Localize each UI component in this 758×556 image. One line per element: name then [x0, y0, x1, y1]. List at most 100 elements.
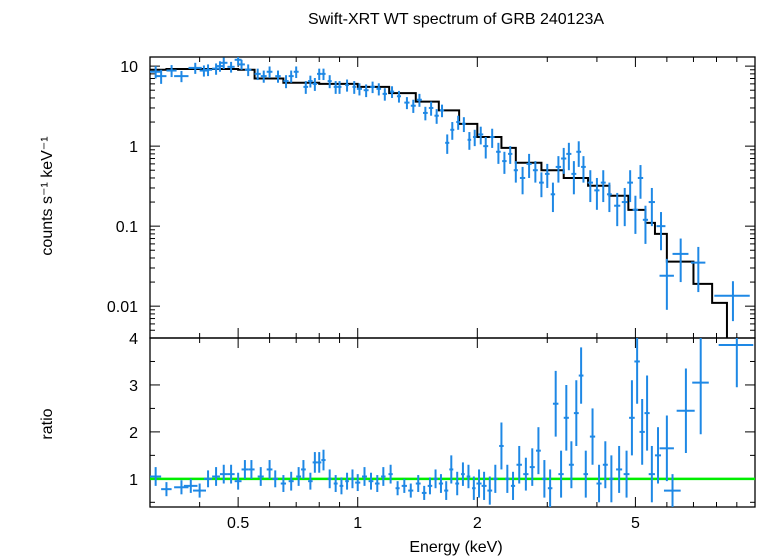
spectrum-point	[600, 170, 606, 203]
spectrum-point	[672, 238, 689, 283]
spectrum-point	[526, 153, 532, 178]
spectrum-point	[513, 161, 518, 183]
spectrum-point	[417, 93, 422, 107]
ratio-point	[476, 469, 482, 498]
spectrum-point	[614, 192, 621, 227]
ratio-point	[241, 460, 249, 479]
ratio-point	[639, 399, 645, 465]
ratio-point	[308, 472, 313, 490]
x-tick-label: 2	[473, 515, 482, 532]
spectrum-point	[434, 109, 439, 124]
ratio-point	[193, 483, 206, 498]
ratio-point	[616, 445, 623, 493]
ratio-point	[535, 427, 541, 475]
ratio-point	[472, 476, 476, 500]
spectrum-point	[690, 246, 706, 293]
ratio-point	[449, 455, 454, 484]
spectrum-point	[312, 78, 318, 91]
spectrum-point	[496, 142, 501, 164]
ratio-point	[634, 338, 640, 404]
ratio-point	[433, 469, 438, 489]
ratio-point	[183, 478, 198, 493]
ratio-point	[339, 477, 344, 495]
spectrum-point	[659, 258, 674, 310]
spectrum-point	[370, 81, 375, 94]
spectrum-point	[566, 142, 572, 171]
spectrum-point	[581, 156, 586, 183]
ratio-point	[296, 467, 302, 486]
y-tick-label: 0.1	[116, 219, 138, 236]
ratio-point	[663, 474, 681, 507]
ratio-point	[461, 462, 465, 486]
ratio-point	[608, 455, 614, 503]
ratio-point	[499, 422, 504, 470]
ratio-point	[629, 380, 635, 456]
spectrum-point	[439, 104, 445, 118]
spectrum-point	[219, 57, 228, 70]
spectrum-point	[327, 75, 332, 89]
ratio-point	[578, 347, 584, 404]
y-tick-label: 1	[129, 472, 138, 489]
y-tick-label: 4	[129, 331, 138, 348]
spectrum-point	[155, 69, 167, 84]
spectrum-point	[472, 129, 477, 147]
spectrum-point	[550, 182, 556, 213]
spectrum-data	[150, 57, 750, 338]
spectrum-point	[303, 81, 309, 94]
spectrum-point	[461, 117, 466, 133]
spectrum-point	[275, 70, 281, 83]
ratio-point	[219, 464, 228, 484]
spectrum-point	[382, 88, 388, 101]
ratio-point	[529, 448, 535, 486]
ratio-point	[272, 470, 279, 488]
model-curve	[150, 68, 728, 338]
y-tick-label: 1	[129, 139, 138, 156]
spectrum-point	[714, 281, 750, 322]
spectrum-point	[508, 146, 513, 164]
spectrum-point	[376, 83, 382, 96]
spectrum-point	[283, 75, 289, 89]
spectrum-point	[656, 212, 666, 251]
spectrum-point	[188, 62, 202, 74]
ratio-point	[350, 469, 355, 489]
ratio-point	[401, 478, 407, 493]
x-axis-label: Energy (keV)	[409, 539, 502, 556]
spectrum-point	[288, 70, 294, 83]
ratio-point	[381, 467, 386, 486]
spectrum-point	[363, 84, 369, 98]
spectrum-point	[621, 187, 628, 227]
spectrum-point	[539, 172, 544, 198]
spectrum-point	[561, 147, 567, 174]
ratio-point	[573, 380, 579, 446]
ratio-point	[301, 460, 306, 479]
y-tick-label: 10	[120, 59, 138, 76]
ratio-data	[150, 338, 755, 507]
spectrum-point	[532, 161, 538, 183]
spectrum-point	[410, 99, 416, 113]
ratio-point	[455, 471, 460, 496]
ratio-point	[552, 370, 559, 437]
ratio-point	[415, 475, 421, 492]
spectrum-point	[456, 115, 461, 130]
ratio-point	[257, 467, 264, 486]
ratio-point	[248, 460, 255, 479]
spectrum-point	[606, 182, 612, 213]
ratio-point	[505, 464, 510, 493]
ratio-point	[312, 452, 318, 473]
spectrum-point	[356, 83, 362, 96]
spectrum-point	[428, 101, 434, 116]
spectrum-point	[317, 68, 322, 81]
ratio-point	[654, 427, 662, 484]
ratio-panel: 0.5 1 2 5 1 2 3 4	[129, 331, 756, 532]
ratio-point	[345, 472, 349, 490]
ratio-point	[558, 450, 564, 498]
ratio-point	[547, 469, 553, 507]
ratio-point	[361, 467, 367, 486]
ratio-point	[266, 460, 273, 479]
ratio-point	[510, 471, 516, 500]
spectrum-point	[555, 156, 562, 183]
spectrum-point	[238, 59, 245, 70]
ratio-point	[174, 480, 189, 495]
ratio-point	[589, 408, 596, 465]
spectrum-point	[404, 97, 410, 110]
